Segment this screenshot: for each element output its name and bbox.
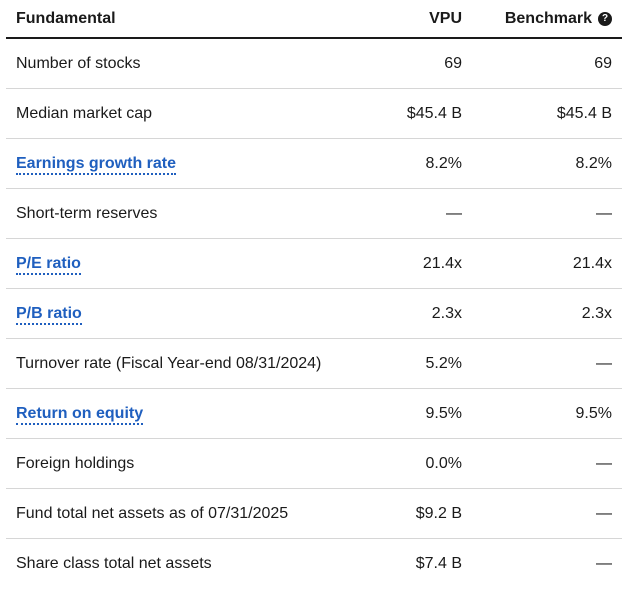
- row-vpu-value: $9.2 B: [415, 504, 462, 522]
- row-label-cell: P/B ratio: [6, 304, 342, 325]
- row-vpu-value: $7.4 B: [415, 555, 462, 572]
- row-label: Median market cap: [16, 104, 153, 122]
- row-label: Short-term reserves: [16, 204, 158, 222]
- table-row: Median market cap $45.4 B $45.4 B: [6, 89, 622, 139]
- row-label-cell: P/E ratio: [6, 254, 342, 275]
- row-benchmark-value: —: [596, 504, 612, 522]
- table-row: Fund total net assets as of 07/31/2025 $…: [6, 489, 622, 539]
- pe-ratio-link[interactable]: P/E ratio: [16, 254, 81, 275]
- row-vpu-value: 21.4x: [422, 254, 462, 272]
- row-label: Number of stocks: [16, 54, 141, 72]
- table-row: Share class total net assets $7.4 B —: [6, 539, 622, 589]
- row-vpu-value: —: [446, 204, 462, 222]
- row-benchmark-value: 21.4x: [572, 254, 612, 272]
- row-benchmark-value: —: [596, 354, 612, 372]
- row-vpu-value: 2.3x: [431, 304, 462, 322]
- header-benchmark: Benchmark: [504, 9, 592, 27]
- row-benchmark-value: 9.5%: [575, 404, 612, 422]
- row-label-cell: Return on equity: [6, 404, 342, 425]
- row-label: Turnover rate (Fiscal Year-end 08/31/202…: [16, 354, 322, 372]
- return-on-equity-link[interactable]: Return on equity: [16, 404, 144, 425]
- pb-ratio-link[interactable]: P/B ratio: [16, 304, 82, 325]
- row-benchmark-value: —: [596, 555, 612, 572]
- table-row: Return on equity 9.5% 9.5%: [6, 389, 622, 439]
- help-icon[interactable]: ?: [598, 11, 612, 26]
- row-benchmark-value: —: [596, 204, 612, 222]
- row-vpu-value: 0.0%: [425, 454, 462, 472]
- table-row: P/B ratio 2.3x 2.3x: [6, 289, 622, 339]
- header-fundamental: Fundamental: [16, 9, 116, 27]
- header-benchmark-cell: Benchmark ?: [462, 10, 622, 28]
- table-row: Turnover rate (Fiscal Year-end 08/31/202…: [6, 339, 622, 389]
- header-vpu: VPU: [429, 9, 462, 27]
- row-label: Fund total net assets as of 07/31/2025: [16, 504, 289, 522]
- row-vpu-value: 8.2%: [425, 154, 462, 172]
- fundamentals-table: Fundamental VPU Benchmark ? Number of st…: [6, 0, 622, 589]
- row-vpu-value: 9.5%: [425, 404, 462, 422]
- table-row: Number of stocks 69 69: [6, 39, 622, 89]
- earnings-growth-rate-link[interactable]: Earnings growth rate: [16, 154, 177, 175]
- row-benchmark-value: 8.2%: [575, 154, 612, 172]
- row-benchmark-value: 69: [594, 54, 612, 72]
- table-row: P/E ratio 21.4x 21.4x: [6, 239, 622, 289]
- row-vpu-value: 5.2%: [425, 354, 462, 372]
- table-header: Fundamental VPU Benchmark ?: [6, 0, 622, 39]
- table-row: Short-term reserves — —: [6, 189, 622, 239]
- row-vpu-value: $45.4 B: [406, 104, 462, 122]
- row-benchmark-value: $45.4 B: [556, 104, 612, 122]
- row-benchmark-value: 2.3x: [581, 304, 612, 322]
- row-label: Foreign holdings: [16, 454, 135, 472]
- table-row: Earnings growth rate 8.2% 8.2%: [6, 139, 622, 189]
- row-benchmark-value: —: [596, 454, 612, 472]
- row-label: Share class total net assets: [16, 555, 212, 572]
- table-row: Foreign holdings 0.0% —: [6, 439, 622, 489]
- row-label-cell: Earnings growth rate: [6, 154, 342, 175]
- row-vpu-value: 69: [444, 54, 462, 72]
